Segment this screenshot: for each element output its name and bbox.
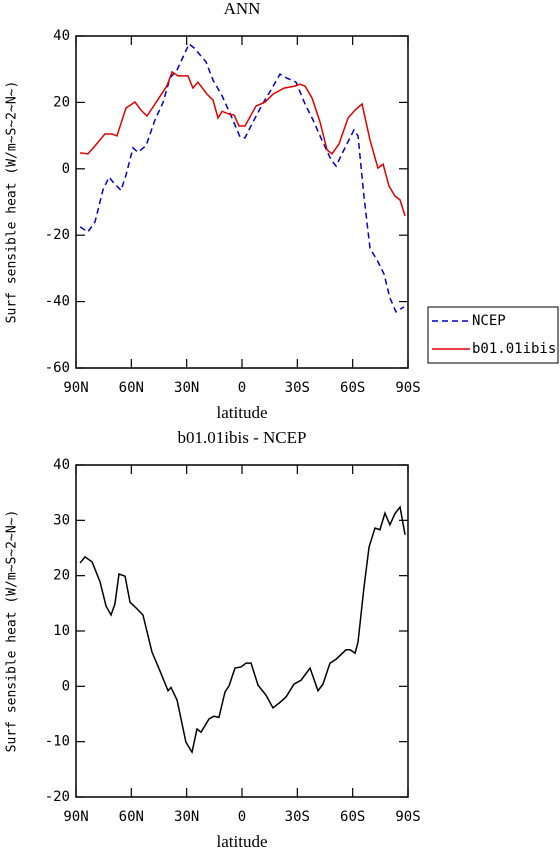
y-tick-label: 40 [53,457,70,473]
x-tick-label: 60S [340,380,365,396]
x-axis-label: latitude [217,403,268,422]
legend-box [427,306,559,364]
plot-frame [75,35,409,369]
x-tick-label: 60S [340,809,365,825]
y-axis-label: Surf sensible heat (W/m~S~2~N~) [5,510,20,753]
x-tick-label: 90S [395,380,420,396]
x-tick-label: 90N [63,809,88,825]
y-tick-label: 0 [62,161,70,177]
data-line [79,42,405,313]
legend-label: NCEP [472,313,506,329]
legend-label: b01.01ibis [472,341,556,357]
chart-title: b01.01ibis - NCEP [178,428,307,447]
y-tick-label: 20 [53,568,70,584]
y-tick-label: -60 [45,360,70,376]
x-tick-label: 30N [174,809,199,825]
y-tick-label: 40 [53,28,70,44]
y-tick-label: -20 [45,789,70,805]
y-tick-label: -10 [45,734,70,750]
x-tick-label: 30S [285,380,310,396]
x-tick-label: 0 [238,380,246,396]
data-line [79,70,406,217]
y-tick-label: -20 [45,227,70,243]
y-tick-label: -40 [45,294,70,310]
chart-title: ANN [224,0,261,18]
x-axis-label: latitude [217,832,268,851]
data-line [79,505,406,755]
x-tick-label: 0 [238,809,246,825]
x-tick-label: 90N [63,380,88,396]
y-axis-label: Surf sensible heat (W/m~S~2~N~) [5,81,20,324]
y-tick-label: 10 [53,623,70,639]
x-tick-label: 30N [174,380,199,396]
y-tick-label: 0 [62,678,70,694]
x-tick-label: 60N [119,380,144,396]
y-tick-label: 30 [53,512,70,528]
y-tick-label: 20 [53,94,70,110]
x-tick-label: 60N [119,809,144,825]
plot-frame [75,464,409,798]
x-tick-label: 30S [285,809,310,825]
x-tick-label: 90S [395,809,420,825]
